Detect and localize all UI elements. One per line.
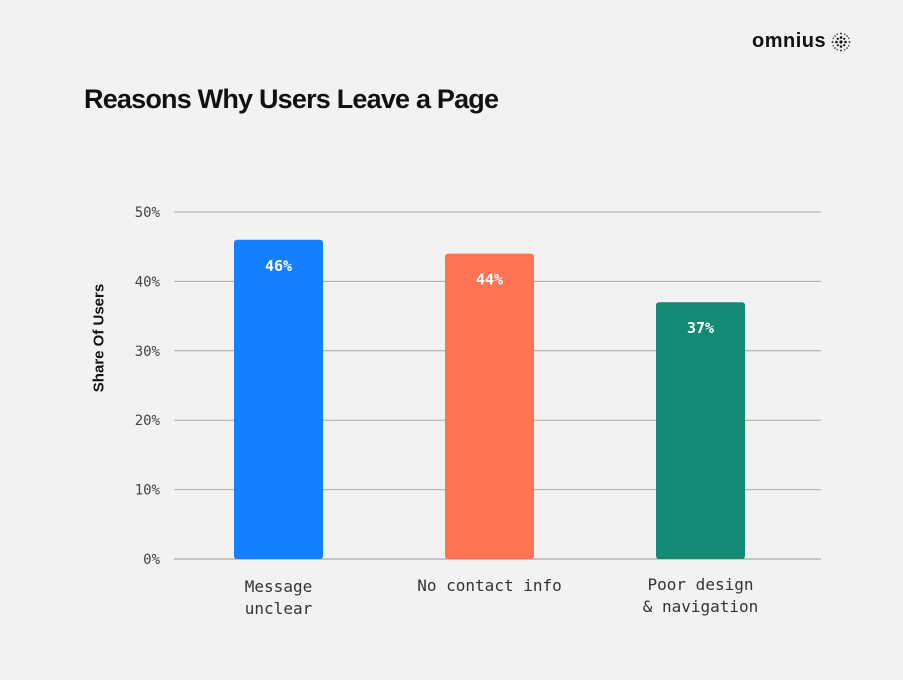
category-label: unclear (245, 599, 313, 618)
category-label: Message (245, 577, 312, 596)
value-labels: 46% 44% 37% (265, 257, 714, 337)
chart-title: Reasons Why Users Leave a Page (84, 84, 499, 114)
bars (234, 239, 745, 559)
category-labels: Message unclear No contact info Poor design… (245, 575, 759, 618)
y-tick-label: 0% (143, 552, 160, 568)
bar (656, 302, 745, 559)
y-tick-label: 20% (135, 413, 161, 429)
y-tick-label: 30% (135, 344, 161, 360)
y-tick-label: 10% (135, 483, 161, 499)
y-tick-label: 50% (135, 205, 161, 221)
brand-logo: omnius (752, 30, 852, 53)
bar-value-label: 37% (687, 319, 714, 337)
bar (445, 253, 534, 559)
category-label: No contact info (417, 576, 562, 595)
bar (234, 239, 323, 559)
bar-value-label: 44% (476, 271, 503, 289)
bar-value-label: 46% (265, 257, 292, 275)
category-label: & navigation (643, 597, 759, 616)
y-tick-labels: 0% 10% 20% 30% 40% 50% (135, 205, 161, 568)
y-tick-label: 40% (135, 274, 161, 290)
dotted-sphere-icon (831, 32, 851, 51)
category-label: Poor design (648, 575, 754, 594)
brand-name: omnius (752, 30, 827, 52)
